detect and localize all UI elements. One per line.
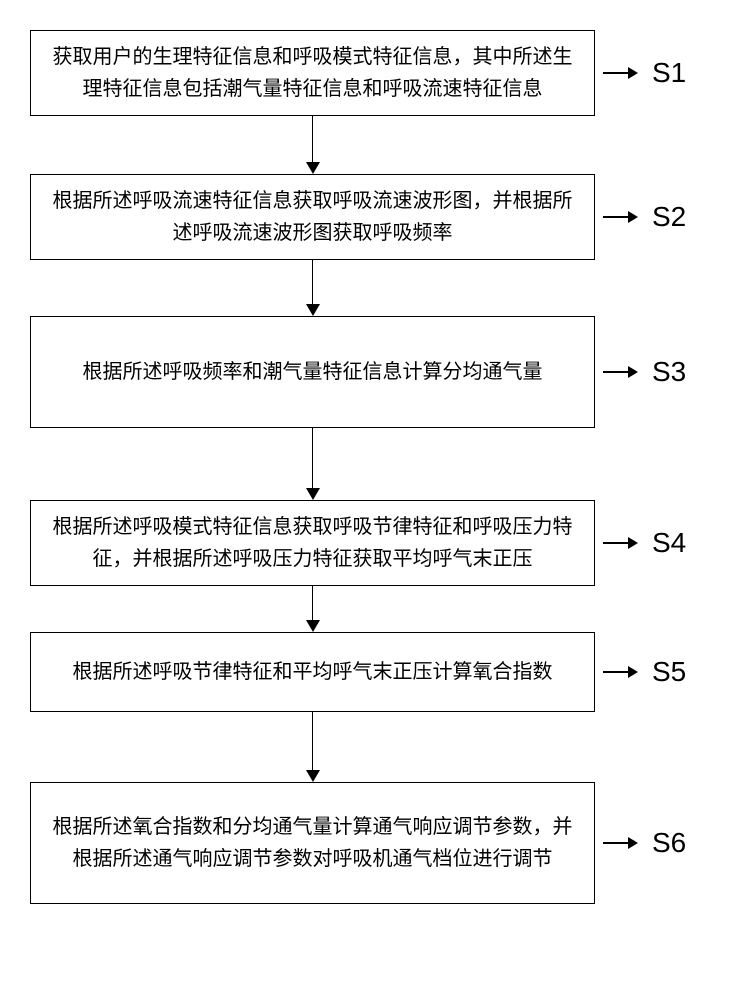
step-label-s2: S2 — [652, 201, 686, 233]
down-arrow-icon — [30, 586, 595, 632]
step-label-s5: S5 — [652, 656, 686, 688]
step-text: 根据所述呼吸节律特征和平均呼气末正压计算氧合指数 — [73, 656, 553, 688]
step-row-s5: 根据所述呼吸节律特征和平均呼气末正压计算氧合指数 S5 — [0, 632, 745, 712]
step-label-s1: S1 — [652, 57, 686, 89]
step-row-s6: 根据所述氧合指数和分均通气量计算通气响应调节参数，并根据所述通气响应调节参数对呼… — [0, 782, 745, 904]
side-arrow-icon — [603, 837, 638, 849]
side-arrow-icon — [603, 211, 638, 223]
down-arrow-icon — [30, 428, 595, 500]
step-box-s5: 根据所述呼吸节律特征和平均呼气末正压计算氧合指数 — [30, 632, 595, 712]
step-row-s2: 根据所述呼吸流速特征信息获取呼吸流速波形图，并根据所述呼吸流速波形图获取呼吸频率… — [0, 174, 745, 260]
step-box-s3: 根据所述呼吸频率和潮气量特征信息计算分均通气量 — [30, 316, 595, 428]
down-arrow-icon — [30, 712, 595, 782]
step-row-s4: 根据所述呼吸模式特征信息获取呼吸节律特征和呼吸压力特征，并根据所述呼吸压力特征获… — [0, 500, 745, 586]
side-arrow-icon — [603, 537, 638, 549]
flowchart-container: 获取用户的生理特征信息和呼吸模式特征信息，其中所述生理特征信息包括潮气量特征信息… — [0, 0, 745, 904]
down-arrow-icon — [30, 260, 595, 316]
step-box-s4: 根据所述呼吸模式特征信息获取呼吸节律特征和呼吸压力特征，并根据所述呼吸压力特征获… — [30, 500, 595, 586]
side-arrow-icon — [603, 366, 638, 378]
step-text: 根据所述呼吸频率和潮气量特征信息计算分均通气量 — [83, 356, 543, 388]
step-text: 根据所述呼吸模式特征信息获取呼吸节律特征和呼吸压力特征，并根据所述呼吸压力特征获… — [51, 511, 574, 575]
step-text: 获取用户的生理特征信息和呼吸模式特征信息，其中所述生理特征信息包括潮气量特征信息… — [51, 41, 574, 105]
step-box-s2: 根据所述呼吸流速特征信息获取呼吸流速波形图，并根据所述呼吸流速波形图获取呼吸频率 — [30, 174, 595, 260]
step-label-s4: S4 — [652, 527, 686, 559]
side-arrow-icon — [603, 67, 638, 79]
side-arrow-icon — [603, 666, 638, 678]
down-arrow-icon — [30, 116, 595, 174]
step-text: 根据所述呼吸流速特征信息获取呼吸流速波形图，并根据所述呼吸流速波形图获取呼吸频率 — [51, 185, 574, 249]
step-label-s3: S3 — [652, 356, 686, 388]
step-row-s1: 获取用户的生理特征信息和呼吸模式特征信息，其中所述生理特征信息包括潮气量特征信息… — [0, 30, 745, 116]
step-row-s3: 根据所述呼吸频率和潮气量特征信息计算分均通气量 S3 — [0, 316, 745, 428]
step-box-s6: 根据所述氧合指数和分均通气量计算通气响应调节参数，并根据所述通气响应调节参数对呼… — [30, 782, 595, 904]
step-text: 根据所述氧合指数和分均通气量计算通气响应调节参数，并根据所述通气响应调节参数对呼… — [51, 811, 574, 875]
step-label-s6: S6 — [652, 827, 686, 859]
step-box-s1: 获取用户的生理特征信息和呼吸模式特征信息，其中所述生理特征信息包括潮气量特征信息… — [30, 30, 595, 116]
